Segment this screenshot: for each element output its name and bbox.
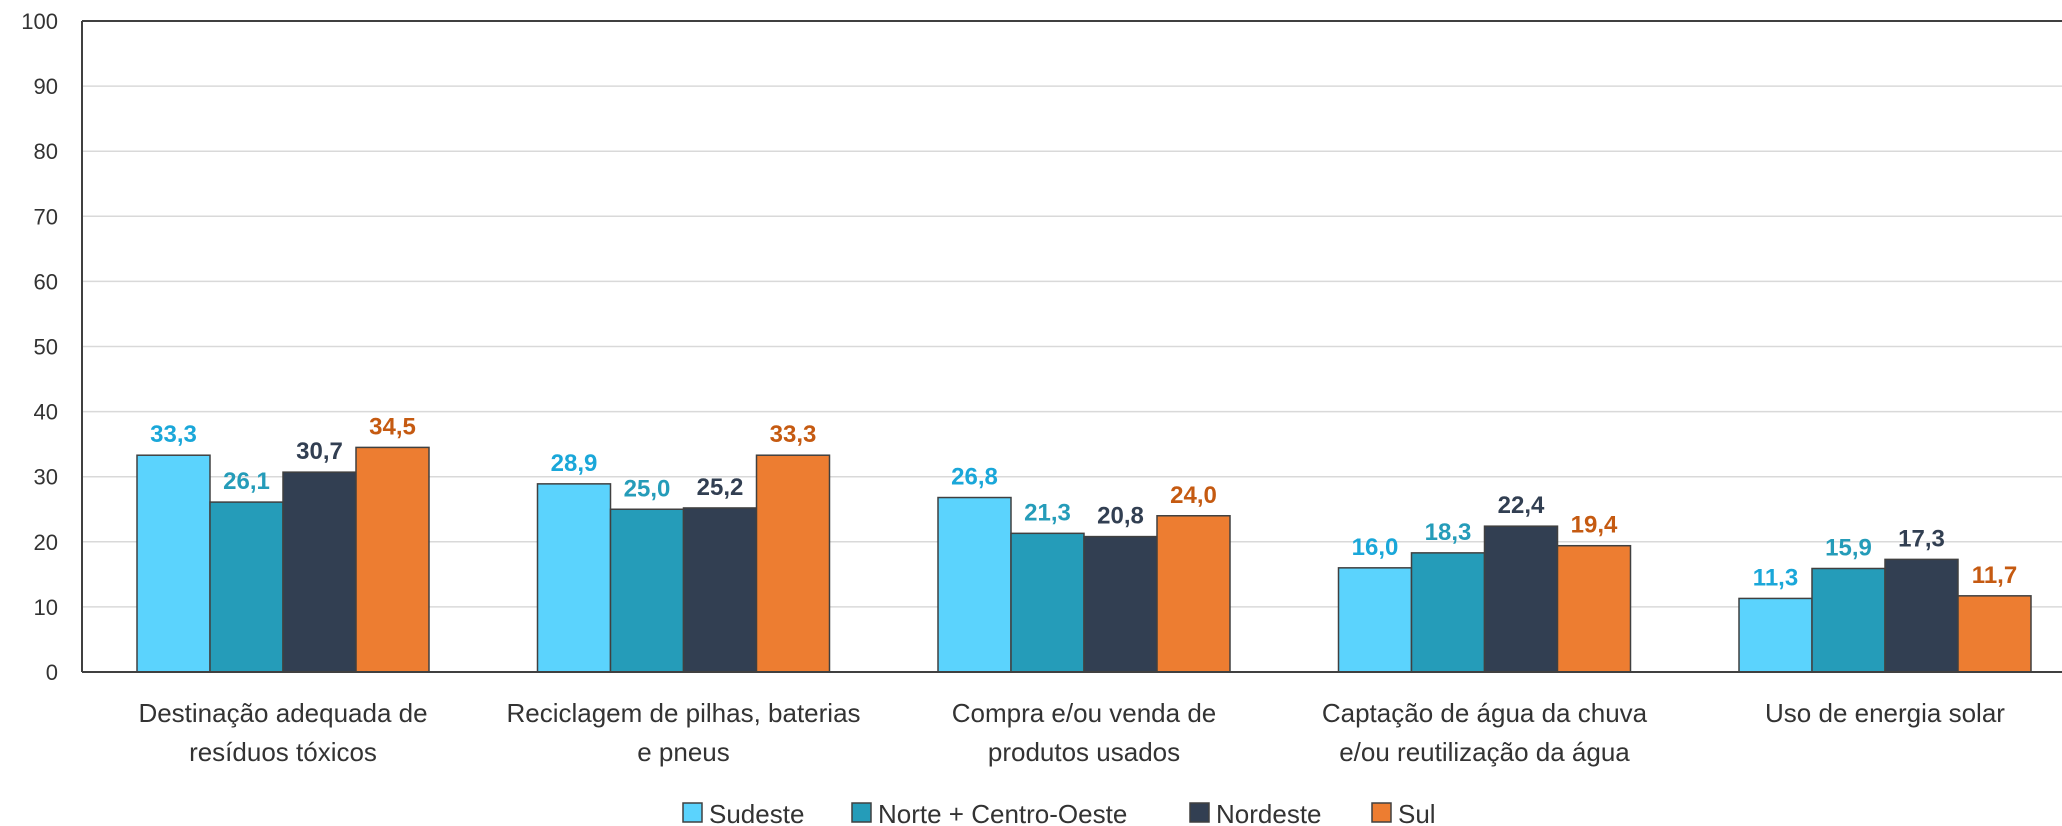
y-tick-label: 30 [34,465,58,490]
category-label: e pneus [637,737,730,767]
data-label: 25,2 [697,474,744,501]
y-tick-label: 0 [46,660,58,685]
category-label: Reciclagem de pilhas, baterias [506,698,860,728]
bar [536,483,612,673]
bar [1483,525,1559,673]
data-label: 30,7 [296,438,343,465]
bar [609,508,685,673]
category-label: Uso de energia solar [1765,698,2005,728]
data-label: 11,7 [1972,562,2017,589]
category-label: produtos usados [988,737,1180,767]
data-label: 26,1 [223,468,270,495]
bar [136,454,211,673]
bar [682,507,758,673]
legend: Sudeste Norte + Centro-Oeste Nordeste Sul [682,799,1436,826]
y-tick-label: 10 [34,595,58,620]
bar [1957,595,2032,673]
y-tick-label: 70 [34,204,58,229]
y-axis-ticks: 0 10 20 30 40 50 60 70 80 90 100 [21,9,58,685]
data-label: 28,9 [551,450,598,477]
data-label: 18,3 [1425,519,1472,546]
axes [81,20,2062,673]
bar [1156,515,1231,673]
category-label: Destinação adequada de [138,698,427,728]
data-label: 25,0 [624,475,671,502]
data-label: 33,3 [770,421,817,448]
y-tick-label: 20 [34,530,58,555]
y-tick-label: 90 [34,74,58,99]
data-label: 20,8 [1097,503,1144,530]
bar [1556,544,1632,673]
data-label: 26,8 [951,464,998,491]
data-label: 21,3 [1024,499,1071,526]
bars [136,446,2032,673]
legend-swatch [851,802,872,823]
y-tick-label: 80 [34,139,58,164]
category-label: Captação de água da chuva [1322,698,1648,728]
data-label: 15,9 [1825,534,1872,561]
legend-swatch [682,802,703,823]
bar [1083,535,1158,673]
data-labels: 33,3 28,9 26,8 16,0 11,3 26,1 25,0 21,3 18,3 15,9… [150,413,2017,591]
data-label: 11,3 [1753,564,1798,591]
data-label: 19,4 [1571,512,1618,539]
bar [1010,532,1085,673]
y-tick-label: 50 [34,335,58,360]
legend-label: Norte + Centro-Oeste [878,799,1127,826]
legend-label: Sul [1398,799,1436,826]
bar [282,471,357,673]
data-label: 34,5 [369,413,416,440]
x-axis-categories: Destinação adequada de resíduos tóxicos Re… [138,698,2005,767]
legend-label: Nordeste [1216,799,1322,826]
data-label: 17,3 [1898,525,1945,552]
data-label: 24,0 [1170,482,1217,509]
category-label: resíduos tóxicos [189,737,377,767]
legend-swatch [1189,802,1210,823]
bar [1410,552,1486,673]
bar [755,454,831,673]
bar [355,446,430,673]
legend-swatch [1371,802,1392,823]
category-label: e/ou reutilização da água [1339,737,1630,767]
y-tick-label: 60 [34,269,58,294]
bar [1337,567,1413,673]
data-label: 16,0 [1352,534,1399,561]
category-label: Compra e/ou venda de [952,698,1217,728]
bar [209,501,284,673]
bar [937,496,1012,673]
legend-label: Sudeste [709,799,804,826]
bar [1811,567,1886,673]
y-tick-label: 40 [34,400,58,425]
bar [1884,558,1959,673]
data-label: 22,4 [1498,492,1545,519]
y-tick-label: 100 [21,9,58,34]
data-label: 33,3 [150,421,197,448]
bar [1738,597,1813,673]
